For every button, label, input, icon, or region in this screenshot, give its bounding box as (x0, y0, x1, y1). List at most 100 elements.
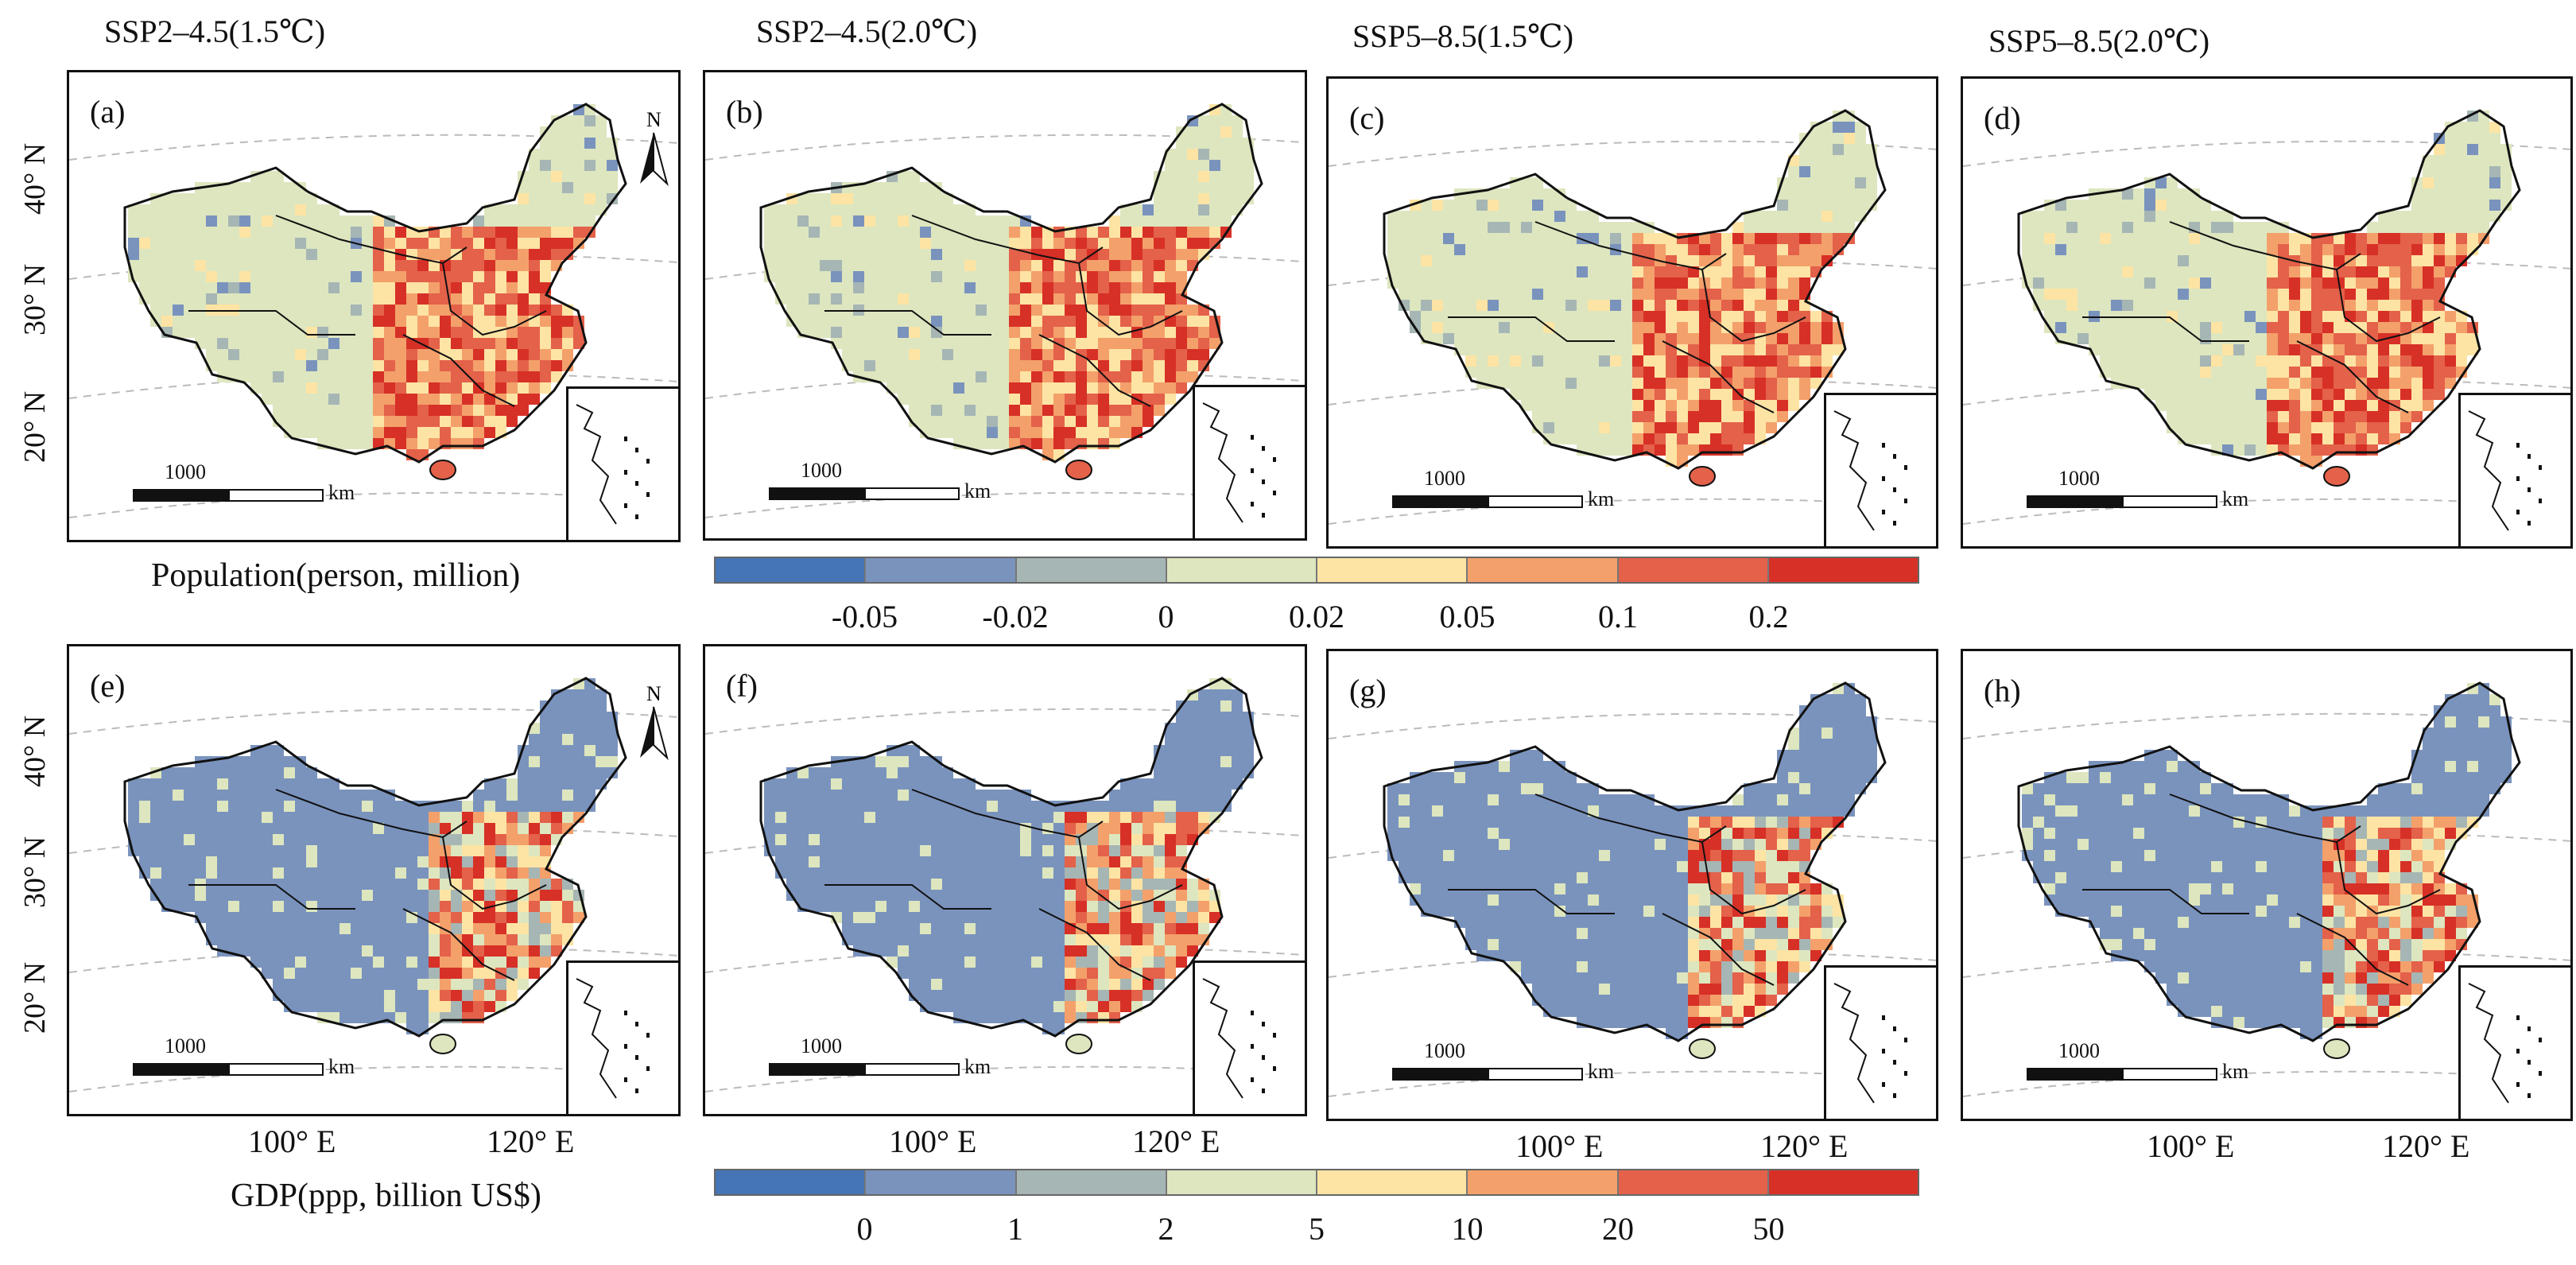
lon-label-100-f: 100° E (889, 1123, 977, 1159)
island-hainan (429, 460, 456, 480)
inset-island (646, 1066, 650, 1071)
inset-island (635, 514, 638, 519)
region-boundary (1448, 889, 1615, 914)
legend-tick-label: 5 (1309, 1211, 1325, 1247)
country-boundary (123, 103, 627, 464)
inset-island (2539, 1038, 2542, 1042)
map-panel-c: (c) 1000 km (1326, 76, 1938, 549)
grid-cells (128, 104, 618, 460)
region-boundary (911, 215, 1104, 265)
scale-bar (2027, 1068, 2217, 1081)
legend-swatch-4 (1166, 558, 1317, 582)
legend-tick-label: 10 (1451, 1211, 1484, 1247)
inset-island (646, 492, 650, 497)
legend-tick-label: 0.2 (1748, 599, 1789, 634)
inset-coastline (2468, 410, 2509, 531)
island-hainan (2323, 1038, 2350, 1059)
inset-island (1251, 1011, 1254, 1015)
map-panel-g: (g) 1000 km (1326, 649, 1938, 1121)
legend-tick-label: 0 (1158, 599, 1174, 634)
inset-island (624, 1011, 627, 1015)
lon-label-100-g: 100° E (1515, 1128, 1604, 1164)
inset-island (2516, 476, 2520, 481)
legend-swatch-1 (716, 1170, 867, 1194)
inset-island (2516, 1049, 2520, 1054)
region-boundary (2082, 889, 2249, 914)
legend-swatch-5 (1317, 1170, 1468, 1194)
region-boundary (1662, 340, 1775, 413)
lon-label-120-e: 120° E (487, 1123, 575, 1159)
inset-coastline (1202, 402, 1243, 523)
inset-island (2539, 465, 2542, 470)
country-boundary (2017, 109, 2521, 470)
country-boundary (2017, 681, 2521, 1042)
region-boundary (275, 215, 467, 265)
inset-island (1904, 1071, 1907, 1076)
panel-label-a: (a) (90, 94, 126, 130)
inset-island (1251, 1044, 1254, 1049)
scale-bar (1392, 495, 1583, 508)
grid-cells (2022, 683, 2512, 1039)
south-china-sea-inset (566, 386, 678, 540)
china-map-f (705, 677, 1305, 1092)
scale-value: 1000 (165, 460, 206, 483)
inset-island (624, 437, 627, 441)
svg-text:N: N (646, 108, 661, 131)
inset-island (1251, 502, 1254, 506)
inset-island (646, 1033, 650, 1038)
island-hainan (1689, 1038, 1716, 1059)
inset-coastline (1833, 983, 1875, 1104)
panel-label-c: (c) (1349, 100, 1385, 136)
panel-label-d: (d) (1984, 100, 2021, 136)
lon-label-100-e: 100° E (248, 1123, 336, 1159)
region-boundary (2296, 913, 2409, 986)
scale-value: 1000 (1424, 1039, 1465, 1062)
map-panel-e: (e) N 1000 km (67, 644, 681, 1116)
legend-tick-label: -0.02 (982, 599, 1049, 634)
inset-island (2516, 1015, 2520, 1020)
inset-island (1262, 479, 1265, 484)
region-boundary (402, 334, 515, 407)
scale-value: 1000 (2058, 467, 2100, 490)
map-panel-d: (d) 1000 km (1961, 76, 2573, 549)
inset-island (1893, 1093, 1896, 1098)
legend-swatch-4 (1166, 1170, 1317, 1194)
china-map-a (69, 103, 678, 518)
lat-label-30-bot: 30° N (18, 836, 52, 908)
scale-value: 1000 (801, 459, 842, 482)
map-panel-h: (h) 1000 km (1961, 649, 2573, 1121)
region-boundary (2296, 340, 2409, 413)
inset-coastline (1202, 978, 1243, 1099)
country-boundary (1383, 109, 1887, 470)
legend-swatch-3 (1016, 1170, 1167, 1194)
region-boundary (188, 884, 355, 910)
inset-island (1273, 457, 1276, 462)
legend-tick-label: 0.02 (1289, 599, 1344, 634)
legend-swatch-3 (1016, 558, 1167, 582)
inset-island (1893, 1060, 1896, 1065)
country-boundary (759, 103, 1263, 464)
scale-unit: km (964, 479, 991, 503)
south-china-sea-inset (2458, 393, 2570, 546)
lat-label-20-top: 20° N (18, 390, 52, 463)
scale-bar (2027, 495, 2217, 508)
legend-tick-label: 0.1 (1598, 599, 1638, 634)
region-boundary (1038, 334, 1151, 407)
region-boundary (442, 262, 547, 336)
china-map-b (705, 103, 1305, 518)
inset-island (1893, 454, 1896, 459)
inset-island (635, 1055, 638, 1060)
scale-bar (133, 1063, 324, 1076)
legend-swatch-8 (1768, 1170, 1918, 1194)
inset-island (1273, 1066, 1276, 1071)
inset-island (1262, 1022, 1265, 1026)
region-boundary (1038, 908, 1151, 981)
inset-island (1273, 1033, 1276, 1038)
legend-swatch-6 (1468, 1170, 1619, 1194)
north-arrow-icon: N (634, 678, 673, 766)
island-hainan (2323, 466, 2350, 487)
inset-island (2528, 1060, 2531, 1065)
inset-island (1262, 446, 1265, 451)
region-boundary (1701, 269, 1806, 343)
inset-island (635, 481, 638, 486)
